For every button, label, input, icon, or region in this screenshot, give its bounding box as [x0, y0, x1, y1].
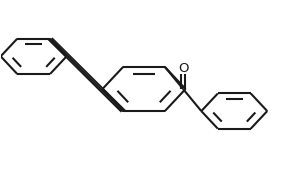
Text: O: O [178, 62, 188, 75]
